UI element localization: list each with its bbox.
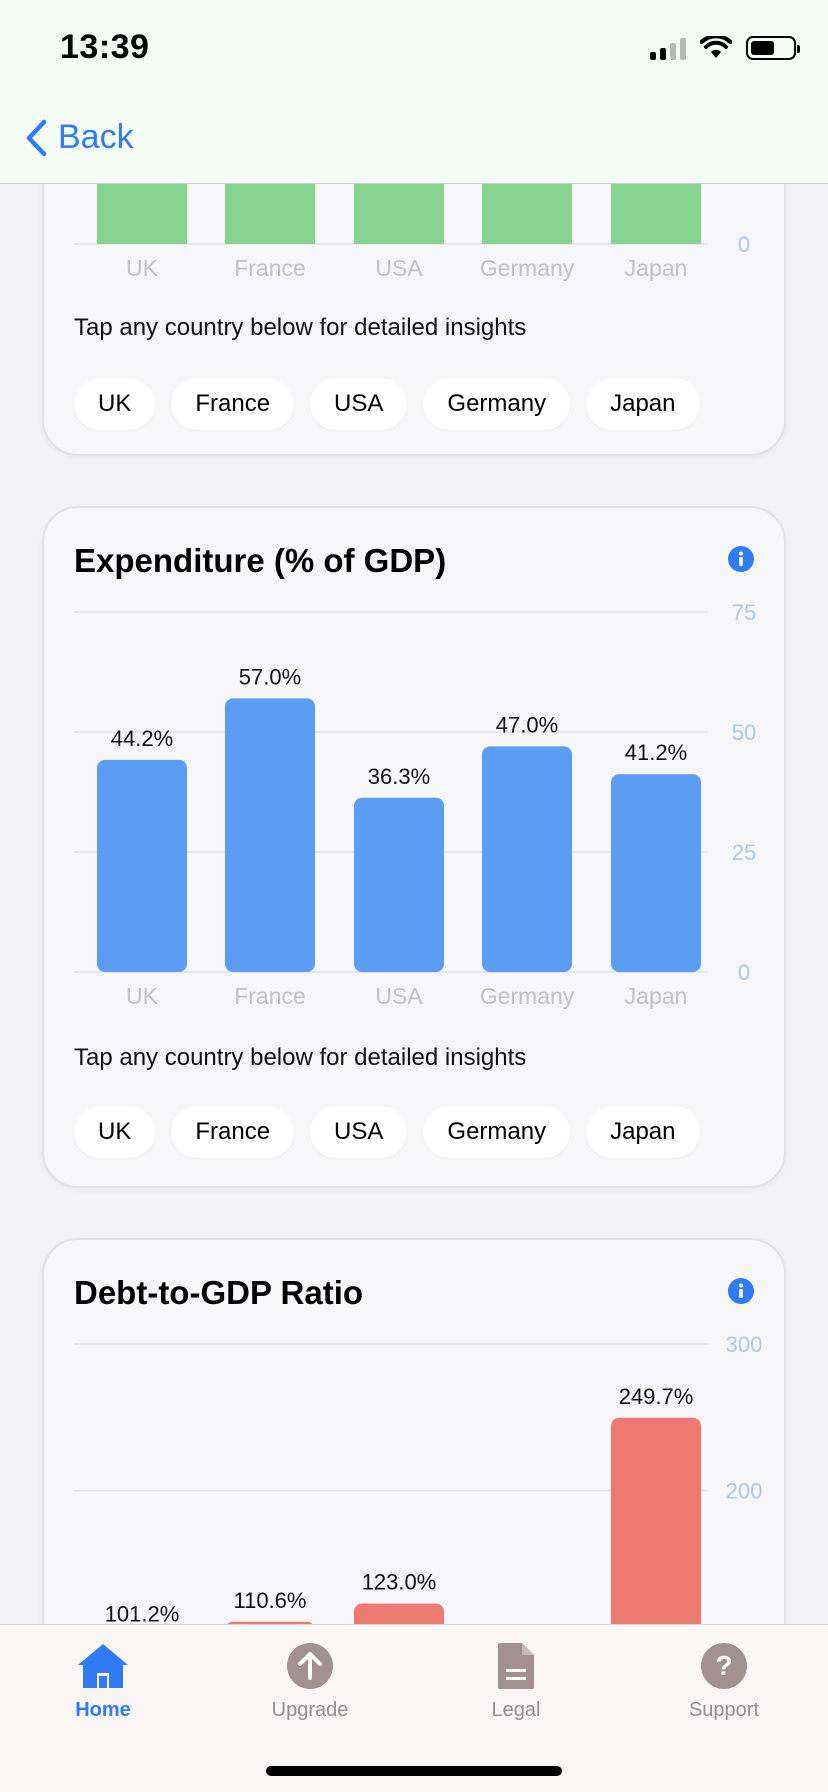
y-tick-label: 0 bbox=[738, 960, 750, 985]
chip-uk[interactable]: UK bbox=[74, 378, 156, 430]
x-tick-label: Germany bbox=[480, 255, 575, 281]
document-icon bbox=[498, 1643, 534, 1689]
country-chips: UK France USA Germany Japan bbox=[74, 1106, 700, 1158]
y-tick-label: 50 bbox=[732, 720, 756, 745]
info-icon[interactable] bbox=[728, 546, 754, 572]
tab-upgrade[interactable]: Upgrade bbox=[235, 1641, 385, 1722]
data-label: 41.2% bbox=[625, 740, 687, 765]
status-icons bbox=[650, 36, 800, 60]
chip-uk[interactable]: UK bbox=[74, 1106, 156, 1158]
data-label: 123.0% bbox=[362, 1570, 437, 1595]
chip-japan[interactable]: Japan bbox=[586, 378, 700, 430]
data-label: 57.0% bbox=[239, 664, 301, 689]
x-tick-label: UK bbox=[126, 983, 159, 1009]
tab-bar: Home Upgrade Legal ? Support bbox=[0, 1624, 828, 1792]
detail-hint: Tap any country below for detailed insig… bbox=[74, 314, 527, 341]
bar-usa[interactable] bbox=[354, 797, 444, 972]
x-tick-label: UK bbox=[126, 255, 159, 281]
bar-france[interactable] bbox=[225, 698, 315, 972]
country-chips: UK France USA Germany Japan bbox=[74, 378, 700, 430]
x-tick-label: Japan bbox=[625, 983, 688, 1009]
x-tick-label: France bbox=[234, 255, 306, 281]
y-tick-label: 300 bbox=[726, 1332, 763, 1357]
tab-home[interactable]: Home bbox=[28, 1641, 178, 1722]
y-tick-label: 75 bbox=[732, 600, 756, 625]
chip-germany[interactable]: Germany bbox=[423, 378, 571, 430]
data-label: 47.0% bbox=[496, 712, 558, 737]
back-button[interactable]: Back bbox=[24, 118, 134, 157]
tab-legal[interactable]: Legal bbox=[441, 1641, 591, 1722]
data-label: 110.6% bbox=[234, 1588, 307, 1613]
chip-france[interactable]: France bbox=[171, 378, 295, 430]
chip-france[interactable]: France bbox=[171, 1106, 295, 1158]
top-bar: 13:39 Back bbox=[0, 0, 828, 184]
battery-icon bbox=[746, 36, 800, 60]
home-indicator bbox=[266, 1766, 562, 1776]
house-icon bbox=[78, 1644, 128, 1688]
data-label: 101.2% bbox=[105, 1602, 180, 1627]
svg-text:?: ? bbox=[715, 1650, 732, 1681]
tab-label: Upgrade bbox=[271, 1699, 349, 1721]
status-time: 13:39 bbox=[60, 28, 150, 66]
expenditure-card: Expenditure (% of GDP) 0 25 50 75 44.2% 57.0%… bbox=[42, 506, 786, 1188]
detail-hint: Tap any country below for detailed insig… bbox=[74, 1044, 527, 1071]
info-icon[interactable] bbox=[728, 1278, 754, 1304]
chip-japan[interactable]: Japan bbox=[586, 1106, 700, 1158]
bar-japan[interactable] bbox=[611, 774, 701, 972]
x-tick-label: Japan bbox=[625, 255, 688, 281]
tab-label: Legal bbox=[491, 1699, 541, 1721]
y-tick-label: 200 bbox=[726, 1479, 763, 1504]
y-tick-label: 0 bbox=[738, 232, 750, 257]
x-tick-label: France bbox=[234, 983, 306, 1009]
chip-usa[interactable]: USA bbox=[310, 378, 408, 430]
chip-usa[interactable]: USA bbox=[310, 1106, 408, 1158]
question-circle-icon: ? bbox=[701, 1643, 747, 1689]
expenditure-bar-chart: 0 25 50 75 44.2% 57.0% 36.3% 47.0% 41.2% UK France… bbox=[74, 600, 756, 1009]
data-label: 249.7% bbox=[619, 1384, 694, 1409]
data-label: 36.3% bbox=[368, 764, 430, 789]
card-title: Expenditure (% of GDP) bbox=[74, 542, 447, 579]
tab-support[interactable]: ? Support bbox=[649, 1641, 799, 1722]
bar-uk[interactable] bbox=[97, 759, 187, 972]
card-title: Debt-to-GDP Ratio bbox=[74, 1274, 364, 1311]
x-tick-label: USA bbox=[375, 983, 423, 1009]
chevron-left-icon bbox=[26, 119, 47, 156]
bar-germany[interactable] bbox=[482, 746, 572, 972]
arrow-up-circle-icon bbox=[287, 1643, 333, 1689]
chip-germany[interactable]: Germany bbox=[423, 1106, 571, 1158]
x-tick-label: USA bbox=[375, 255, 423, 281]
y-tick-label: 25 bbox=[732, 840, 756, 865]
tab-label: Home bbox=[75, 1699, 131, 1721]
data-label: 44.2% bbox=[111, 726, 173, 751]
wifi-icon bbox=[700, 36, 732, 58]
cellular-signal-icon bbox=[650, 36, 686, 60]
x-tick-label: Germany bbox=[480, 983, 575, 1009]
tab-label: Support bbox=[688, 1699, 760, 1721]
back-label: Back bbox=[58, 118, 134, 156]
